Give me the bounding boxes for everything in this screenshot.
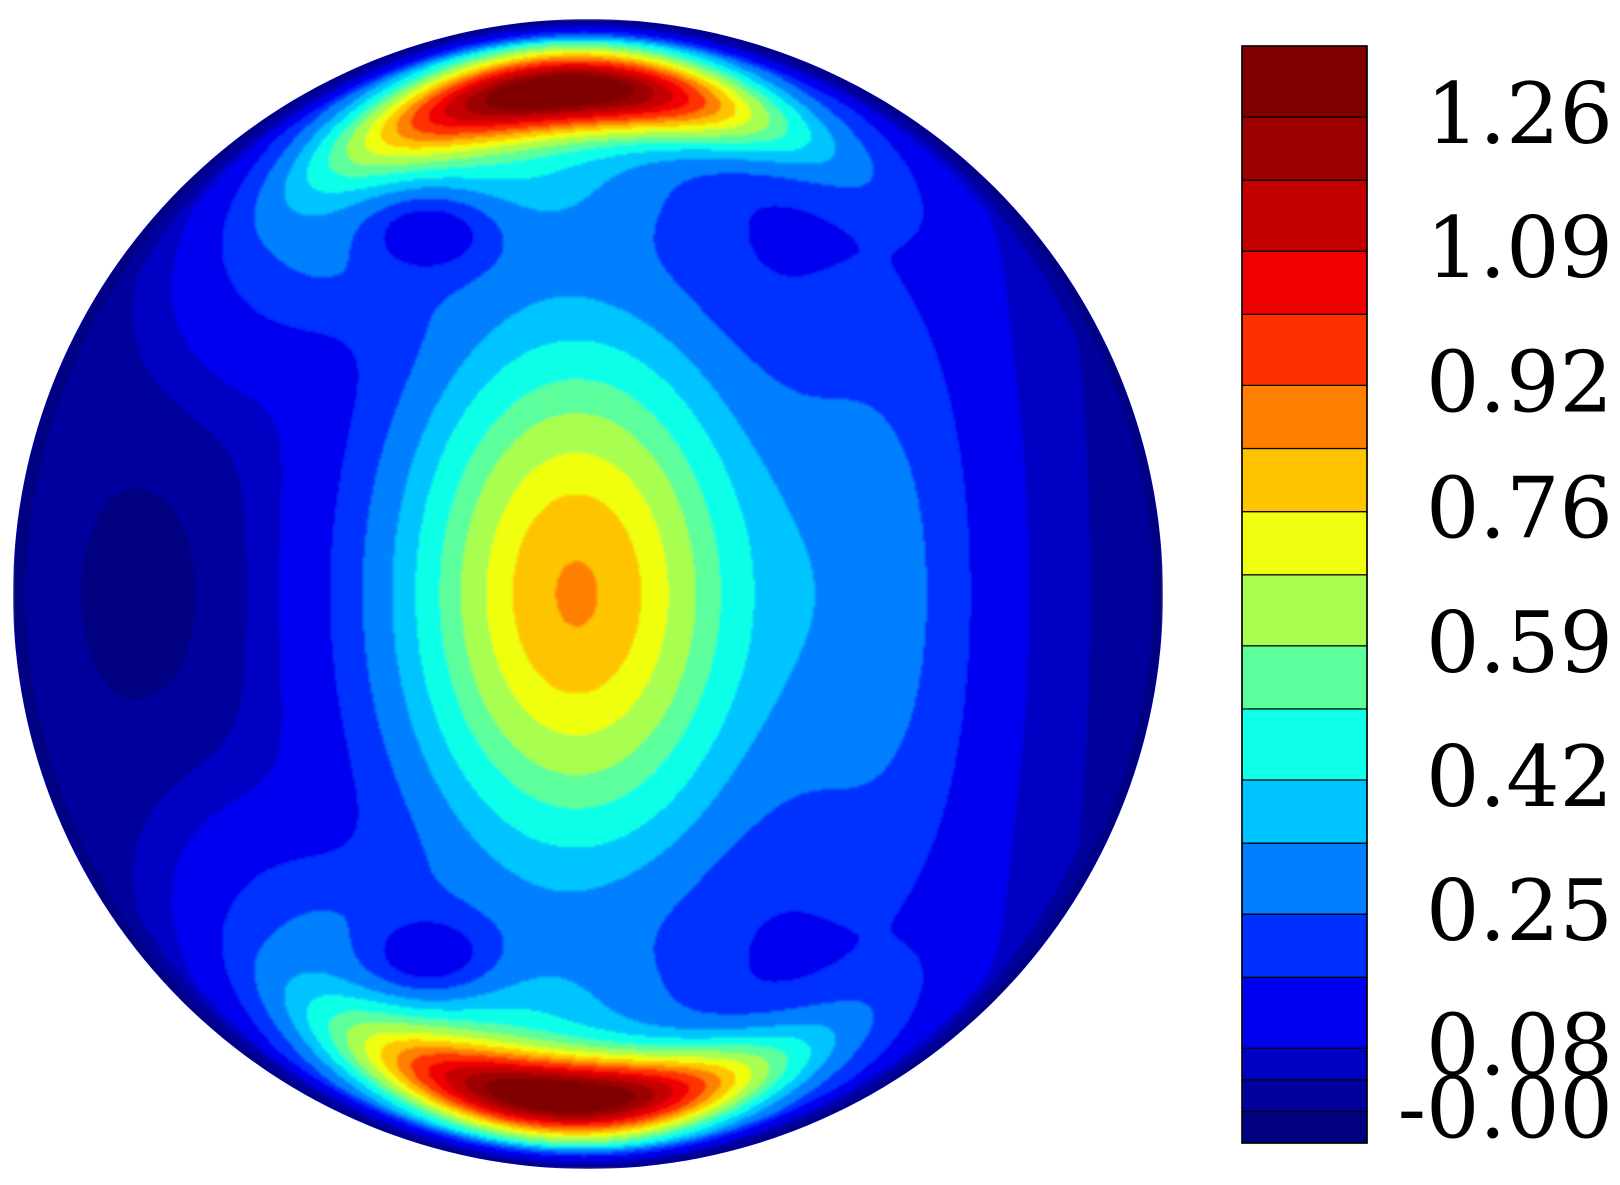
colorbar-level-12 xyxy=(1241,384,1368,450)
colorbar-tick-label: 0.08 xyxy=(1426,996,1613,1094)
colorbar-tick-label: 0.25 xyxy=(1426,862,1613,960)
colorbar-level-3 xyxy=(1241,976,1368,1049)
colorbar-level-6 xyxy=(1241,779,1368,844)
contour-plot-area xyxy=(13,19,1163,1169)
colorbar xyxy=(1241,45,1368,1144)
colorbar-level-13 xyxy=(1241,313,1368,386)
colorbar-level-4 xyxy=(1241,913,1368,978)
colorbar-frame xyxy=(1241,45,1368,1144)
colorbar-tick-label: 1.26 xyxy=(1426,65,1613,163)
colorbar-level-1 xyxy=(1241,1079,1368,1113)
colorbar-level-10 xyxy=(1241,511,1368,576)
colorbar-tick-label: -0.00 xyxy=(1398,1059,1613,1157)
colorbar-level-8 xyxy=(1241,645,1368,710)
colorbar-tick-labels: 1.26 1.09 0.92 0.76 0.59 0.42 0.25 0.08-0.00 xyxy=(1398,65,1613,1157)
colorbar-level-15 xyxy=(1241,179,1368,252)
colorbar-level-14 xyxy=(1241,250,1368,315)
colorbar-tick-label: 0.59 xyxy=(1426,594,1613,692)
colorbar-level-17 xyxy=(1241,45,1368,118)
contour-field xyxy=(13,19,1163,1169)
colorbar-tick-label: 1.09 xyxy=(1426,199,1613,297)
colorbar-level-11 xyxy=(1241,447,1368,513)
colorbar-level-7 xyxy=(1241,708,1368,781)
colorbar-level-9 xyxy=(1241,574,1368,647)
colorbar-tick-label: 0.42 xyxy=(1426,728,1613,826)
colorbar-tick-label: 0.76 xyxy=(1426,460,1613,558)
colorbar-level-16 xyxy=(1241,116,1368,181)
colorbar-tick-label: 0.92 xyxy=(1426,333,1613,431)
colorbar-level-2 xyxy=(1241,1047,1368,1081)
colorbar-level-5 xyxy=(1241,842,1368,915)
colorbar-level-0 xyxy=(1241,1110,1368,1144)
